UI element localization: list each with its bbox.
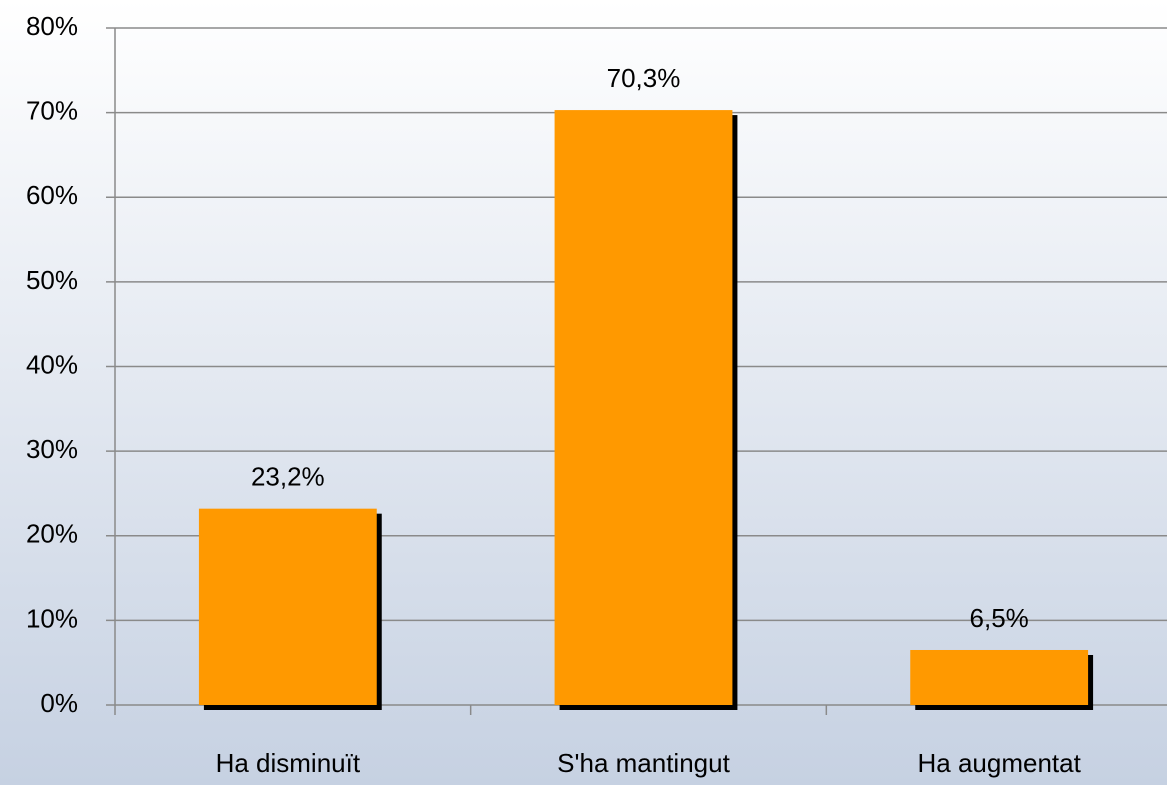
y-tick-label: 20% (26, 519, 78, 549)
y-tick-label: 70% (26, 96, 78, 126)
y-tick-label: 80% (26, 11, 78, 41)
bar (554, 110, 733, 706)
y-tick-label: 10% (26, 603, 78, 633)
x-tick-label: S'ha mantingut (557, 748, 730, 778)
y-tick-label: 50% (26, 265, 78, 295)
data-label: 6,5% (970, 603, 1029, 633)
x-tick-label: Ha augmentat (918, 748, 1082, 778)
data-label: 70,3% (607, 63, 681, 93)
y-tick-label: 60% (26, 180, 78, 210)
y-tick-label: 0% (40, 688, 78, 718)
y-tick-label: 40% (26, 349, 78, 379)
bar (910, 649, 1089, 705)
data-label: 23,2% (251, 462, 325, 492)
y-tick-label: 30% (26, 434, 78, 464)
x-tick-label: Ha disminuït (216, 748, 361, 778)
bar (198, 508, 377, 705)
